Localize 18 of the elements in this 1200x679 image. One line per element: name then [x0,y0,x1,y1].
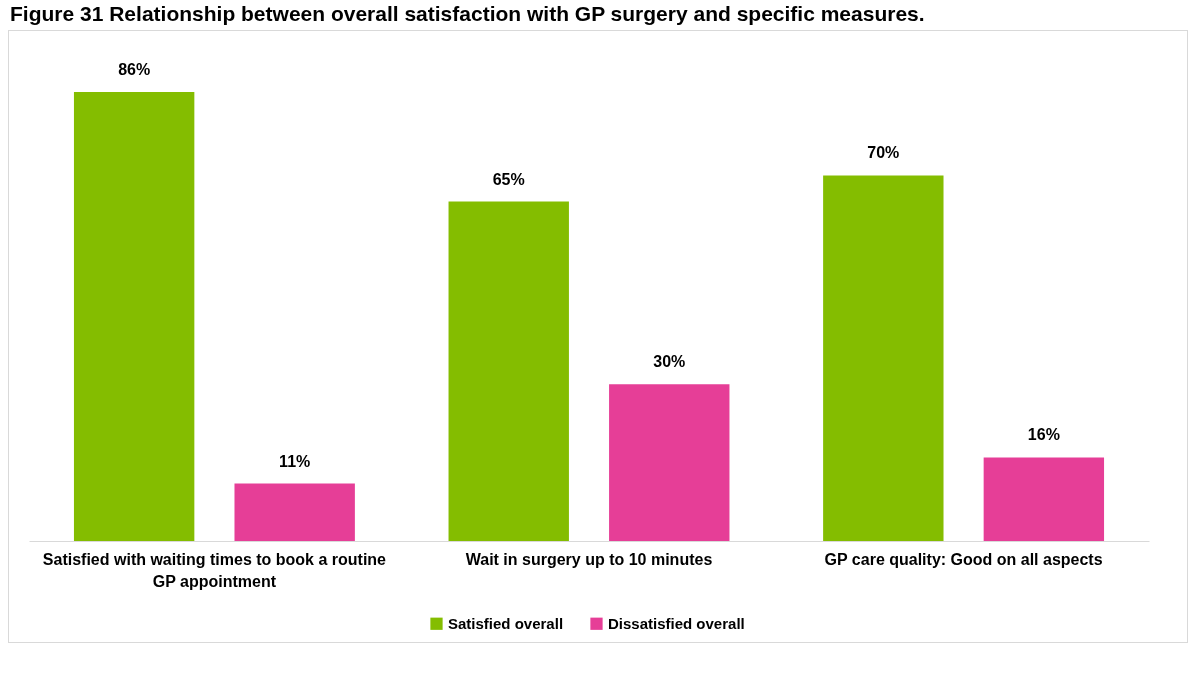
legend-label: Satisfied overall [448,614,564,632]
data-label: 16% [1027,426,1060,444]
x-tick-label: GP care quality: Good on all aspects [824,550,1103,568]
x-tick-label: Satisfied with waiting times to book a routine GP appointment [42,550,387,590]
legend-label: Dissatisfied overall [608,614,745,632]
bar [823,175,944,541]
data-label: 70% [867,144,900,162]
data-label: 11% [279,452,311,470]
bar [448,201,569,541]
data-label: 30% [653,353,686,371]
x-tick-label: Wait in surgery up to 10 minutes [465,550,713,568]
data-label: 86% [118,60,151,78]
bar [609,384,730,541]
data-label: 65% [492,170,525,188]
chart-title: Figure 31 Relationship between overall satisfaction with GP surgery and specific measures. [10,2,926,26]
bar [234,483,355,541]
bar [983,457,1105,541]
bar [73,91,195,541]
